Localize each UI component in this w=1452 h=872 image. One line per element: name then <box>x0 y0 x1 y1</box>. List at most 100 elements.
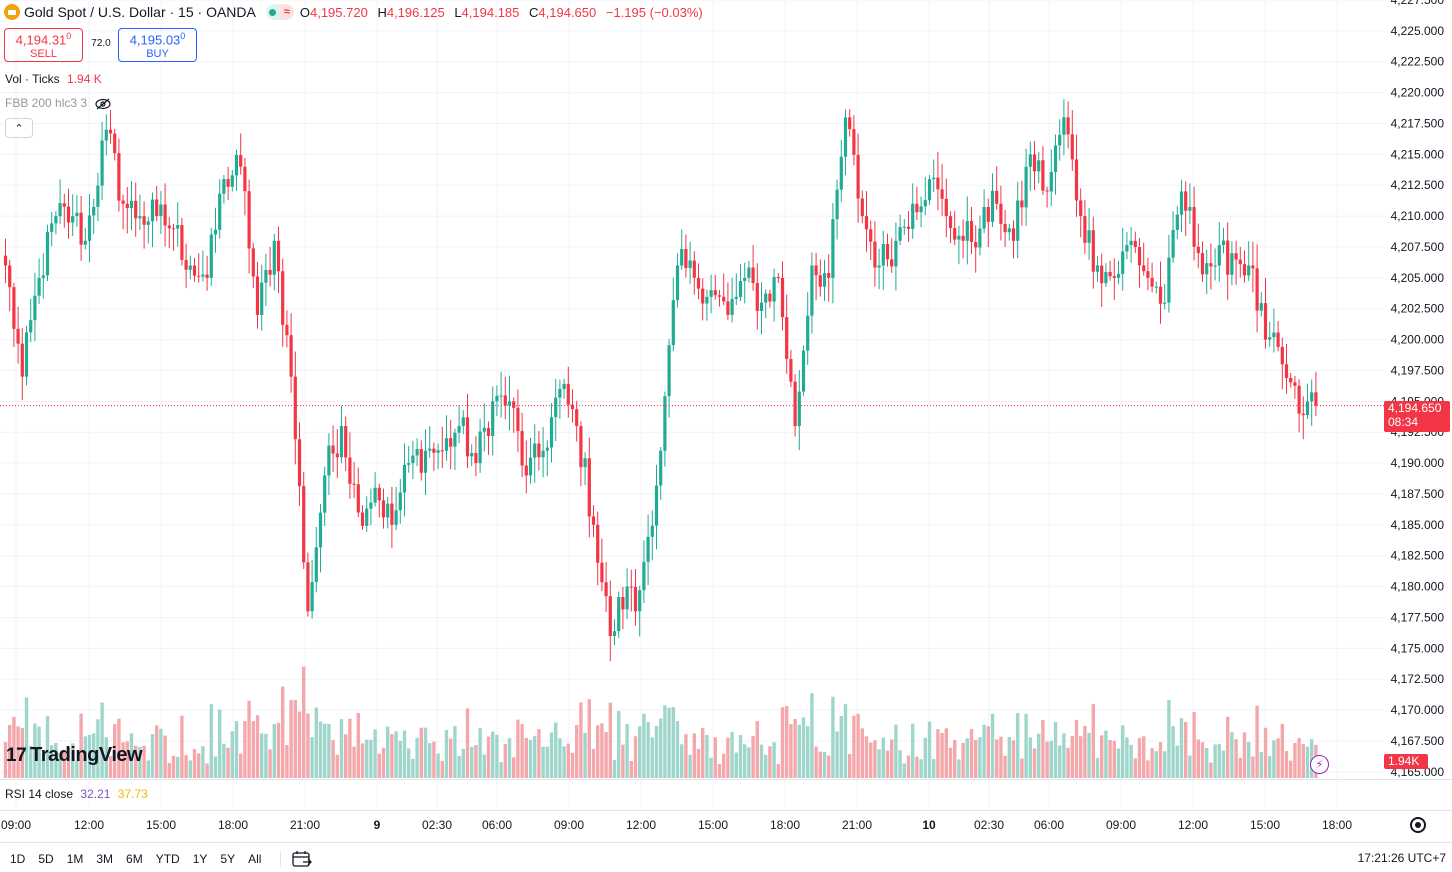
candle-body <box>461 417 465 427</box>
range-5d[interactable]: 5D <box>38 851 54 866</box>
volume-bar <box>306 713 310 778</box>
volume-bar <box>747 747 751 778</box>
volume-bar <box>449 738 453 778</box>
candle-body <box>785 317 789 360</box>
candle-body <box>877 265 881 268</box>
volume-bar <box>251 721 255 778</box>
volume-bar <box>436 753 440 778</box>
volume-bar <box>524 737 528 778</box>
volume-bar <box>3 742 8 778</box>
market-status-pill[interactable]: ≈ <box>265 4 294 20</box>
calendar-icon[interactable] <box>291 850 313 868</box>
volume-bar <box>503 744 507 778</box>
candle-body <box>12 287 16 329</box>
candle-body <box>633 586 638 612</box>
candle-body <box>1066 117 1070 135</box>
volume-bar <box>1251 756 1255 778</box>
range-1y[interactable]: 1Y <box>192 851 208 866</box>
candle-body <box>743 277 747 281</box>
volume-bar <box>398 740 402 778</box>
volume-bar <box>642 713 646 778</box>
candle-body <box>642 561 646 591</box>
candle-body <box>625 586 629 610</box>
volume-bar <box>348 718 352 778</box>
buy-button[interactable]: 4,195.030 BUY <box>118 28 197 62</box>
candle-body <box>24 332 29 377</box>
sell-button[interactable]: 4,194.310 SELL <box>4 28 83 62</box>
candle-body <box>730 298 734 315</box>
range-all[interactable]: All <box>248 851 262 866</box>
range-1d[interactable]: 1D <box>10 851 26 866</box>
volume-bar <box>701 728 705 778</box>
candle-body <box>1251 265 1255 269</box>
volume-bar <box>163 735 167 778</box>
candle-body <box>344 426 348 458</box>
volume-bar <box>751 736 755 778</box>
candle-body <box>969 220 974 243</box>
range-ytd[interactable]: YTD <box>155 851 180 866</box>
range-1m[interactable]: 1M <box>66 851 84 866</box>
candle-body <box>201 274 205 277</box>
price-axis-tick: 4,167.500 <box>1391 734 1445 748</box>
time-axis-tick: 10 <box>922 818 936 832</box>
volume-bar <box>705 735 709 778</box>
candle-body <box>205 274 209 278</box>
candle-body <box>927 179 932 201</box>
buy-price-pip: 0 <box>180 31 186 41</box>
candle-body <box>923 200 927 207</box>
fbb-indicator-label[interactable]: FBB 200 hlc3 3 <box>5 96 112 110</box>
volume-bar <box>894 724 898 778</box>
settings-gear-icon[interactable] <box>1410 817 1426 833</box>
volume-bar <box>1095 757 1100 778</box>
volume-bar <box>587 699 591 778</box>
volume-bar <box>230 731 234 778</box>
volume-bar <box>71 743 75 778</box>
price-axis-tick: 4,175.000 <box>1391 641 1445 655</box>
volume-bar <box>919 759 923 778</box>
candle-body <box>759 302 764 311</box>
volume-bar <box>965 738 969 778</box>
candle-body <box>776 277 780 279</box>
candle-body <box>1179 191 1184 215</box>
volume-indicator-label[interactable]: Vol · Ticks 1.94 K <box>5 72 102 86</box>
clock-timezone[interactable]: 17:21:26 UTC+7 <box>1357 851 1446 865</box>
symbol-title[interactable]: Gold Spot / U.S. Dollar · 15 · OANDA <box>24 4 256 20</box>
candle-body <box>1280 346 1284 365</box>
candle-body <box>965 220 969 241</box>
volume-bar <box>62 750 66 778</box>
candle-body <box>121 200 125 204</box>
gold-coin-icon <box>4 4 20 20</box>
volume-bar <box>491 731 495 778</box>
candle-body <box>390 503 394 525</box>
volume-bar <box>822 751 827 778</box>
collapse-legend-button[interactable]: ⌃ <box>5 118 33 138</box>
candle-body <box>436 450 440 453</box>
volume-bar <box>478 728 482 778</box>
volume-bar <box>1024 713 1028 778</box>
lightning-icon[interactable]: ⚡ <box>1310 755 1329 774</box>
volume-bar <box>390 734 394 778</box>
candle-body <box>894 240 898 267</box>
ohlc-low-key: L <box>454 4 462 20</box>
volume-bar <box>890 739 894 778</box>
symbol-legend: Gold Spot / U.S. Dollar · 15 · OANDA ≈ O… <box>4 4 709 20</box>
volume-bar <box>1062 733 1066 778</box>
candle-body <box>1221 240 1226 246</box>
candle-body <box>386 503 390 518</box>
range-5y[interactable]: 5Y <box>220 851 236 866</box>
candle-body <box>1230 253 1234 275</box>
candle-body <box>705 296 709 304</box>
candle-body <box>768 293 772 302</box>
pane-separator[interactable] <box>0 779 1452 780</box>
tradingview-logo[interactable]: 17 TradingView <box>6 744 143 767</box>
eye-hidden-icon[interactable] <box>95 98 112 110</box>
volume-bar <box>432 741 436 778</box>
candle-body <box>1028 154 1032 167</box>
range-3m[interactable]: 3M <box>96 851 114 866</box>
range-6m[interactable]: 6M <box>126 851 143 866</box>
candle-body <box>1142 265 1146 272</box>
volume-bar <box>852 715 856 778</box>
rsi-indicator-label[interactable]: RSI 14 close 32.21 37.73 <box>5 787 148 801</box>
volume-bar <box>444 729 449 778</box>
